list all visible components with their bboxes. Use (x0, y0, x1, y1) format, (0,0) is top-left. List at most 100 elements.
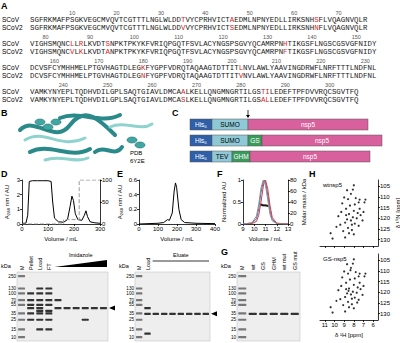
svg-text:10: 10 (251, 226, 258, 232)
svg-text:55: 55 (11, 302, 17, 307)
svg-text:Imidazole: Imidazole (69, 252, 93, 258)
svg-text:160: 160 (50, 58, 59, 64)
svg-text:25: 25 (129, 317, 135, 322)
svg-text:nsp5: nsp5 (301, 121, 315, 129)
svg-text:DCVSFCYMHHMELPTGVHAGTDLEGNFYGP: DCVSFCYMHHMELPTGVHAGTDLEGNFYGPFVDRQTAQAA… (30, 72, 376, 80)
svg-text:250: 250 (228, 274, 236, 279)
svg-text:70: 70 (336, 10, 342, 16)
svg-text:190: 190 (183, 58, 192, 64)
svg-text:GHM: GHM (271, 257, 277, 270)
svg-text:250: 250 (8, 274, 16, 279)
svg-text:SCoV: SCoV (2, 88, 20, 95)
svg-text:130: 130 (8, 286, 16, 291)
svg-text:7: 7 (362, 322, 366, 328)
svg-text:FT: FT (46, 263, 52, 270)
svg-text:3: 3 (17, 177, 21, 183)
svg-text:SCoV: SCoV (2, 16, 20, 23)
svg-text:E: E (117, 169, 123, 179)
svg-text:His₆: His₆ (195, 121, 207, 128)
svg-text:DCVSFCYMHHMELPTGVHAGTDLEGKFYGP: DCVSFCYMHHMELPTGVHAGTDLEGKFYGPFVDRQTAQAA… (30, 64, 376, 72)
svg-text:250: 250 (103, 82, 112, 88)
svg-text:90: 90 (87, 34, 93, 40)
svg-text:110: 110 (380, 194, 390, 200)
svg-text:115: 115 (380, 205, 390, 211)
svg-text:6Y2E: 6Y2E (130, 158, 145, 164)
svg-text:50: 50 (247, 10, 253, 16)
svg-text:70: 70 (129, 298, 135, 303)
svg-text:B: B (1, 108, 8, 118)
svg-text:300: 300 (325, 82, 334, 88)
svg-text:VIGHSMQNCLLRLKVDTSNPKTPKYKFVRI: VIGHSMQNCLLRLKVDTSNPKTPKYKFVRIQPGQTFSVLA… (30, 40, 377, 48)
svg-text:C: C (172, 108, 179, 118)
svg-text:55: 55 (129, 302, 135, 307)
svg-text:300: 300 (191, 226, 202, 232)
svg-text:SUMO: SUMO (220, 137, 240, 144)
svg-text:35: 35 (129, 311, 135, 316)
svg-text:220: 220 (316, 58, 325, 64)
svg-text:wt mut: wt mut (281, 253, 287, 271)
svg-text:120: 120 (380, 289, 391, 295)
svg-text:200: 200 (69, 226, 80, 232)
svg-text:120: 120 (219, 34, 228, 40)
svg-text:Load: Load (37, 258, 43, 270)
svg-text:G: G (221, 247, 228, 257)
svg-text:210: 210 (272, 58, 281, 64)
svg-text:A: A (1, 1, 8, 11)
svg-text:25: 25 (231, 317, 237, 322)
svg-text:400: 400 (210, 226, 221, 232)
svg-text:40: 40 (202, 10, 208, 16)
svg-text:105: 105 (380, 257, 391, 263)
svg-text:His₆: His₆ (195, 137, 207, 144)
svg-text:0.6: 0.6 (129, 177, 138, 183)
svg-text:200: 200 (227, 58, 236, 64)
svg-text:105: 105 (380, 183, 391, 189)
svg-text:25: 25 (11, 317, 17, 322)
svg-text:SUMO: SUMO (220, 121, 240, 128)
svg-text:240: 240 (59, 82, 68, 88)
svg-text:110: 110 (380, 268, 390, 274)
svg-text:VIGHSMQNCVLKLKVDTANPKTPKYKFVRI: VIGHSMQNCVLKLKVDTANPKTPKYKFVRIQPGQTFSVLA… (30, 48, 377, 56)
svg-text:M: M (239, 265, 245, 270)
svg-text:Eluate: Eluate (173, 252, 189, 258)
svg-text:SGFRKMAFPSGKVEGCMVQVTCGTTTLNGL: SGFRKMAFPSGKVEGCMVQVTCGTTTLNGLWLDDTVYCPR… (30, 16, 368, 24)
svg-text:130: 130 (263, 34, 272, 40)
svg-text:0: 0 (20, 226, 24, 232)
svg-text:20: 20 (290, 210, 297, 216)
svg-text:0.4: 0.4 (129, 192, 138, 198)
svg-text:GHM: GHM (233, 153, 248, 160)
svg-text:10: 10 (231, 335, 237, 340)
svg-text:130: 130 (380, 311, 391, 317)
svg-text:230: 230 (361, 58, 370, 64)
svg-text:1: 1 (238, 177, 242, 183)
svg-text:250: 250 (126, 274, 134, 279)
svg-text:GS-nsp5: GS-nsp5 (323, 256, 347, 262)
svg-text:60: 60 (290, 188, 297, 194)
svg-text:130: 130 (126, 286, 134, 291)
svg-text:A₂₈₀ nm / AU: A₂₈₀ nm / AU (117, 185, 123, 219)
svg-text:35: 35 (231, 311, 237, 316)
svg-text:SCoV2: SCoV2 (2, 96, 23, 103)
svg-text:His₆: His₆ (195, 153, 207, 160)
svg-text:SCoV2: SCoV2 (2, 72, 23, 79)
svg-text:100: 100 (228, 291, 236, 296)
svg-text:SCoV: SCoV (2, 64, 20, 71)
svg-text:15: 15 (129, 327, 135, 332)
svg-text:11: 11 (262, 226, 269, 232)
svg-text:8: 8 (352, 322, 356, 328)
svg-text:100: 100 (43, 226, 54, 232)
svg-text:SCoV: SCoV (2, 40, 20, 47)
svg-text:55: 55 (231, 302, 237, 307)
svg-text:D: D (1, 169, 8, 179)
svg-text:100: 100 (130, 34, 139, 40)
svg-text:50: 50 (102, 199, 109, 205)
svg-text:15: 15 (11, 327, 17, 332)
svg-text:kDa: kDa (119, 263, 130, 269)
svg-text:GS mut: GS mut (292, 251, 298, 270)
svg-text:0.5: 0.5 (233, 199, 242, 205)
svg-text:VAMKYNYEPLTQDHVDILGPLSAQTGIAVL: VAMKYNYEPLTQDHVDILGPLSAQTGIAVLDMCAALKELL… (30, 88, 359, 96)
svg-text:wtnsp5: wtnsp5 (322, 182, 343, 188)
svg-text:125: 125 (380, 300, 391, 306)
svg-text:wt: wt (250, 264, 256, 271)
svg-text:1: 1 (17, 206, 21, 212)
svg-text:170: 170 (94, 58, 103, 64)
